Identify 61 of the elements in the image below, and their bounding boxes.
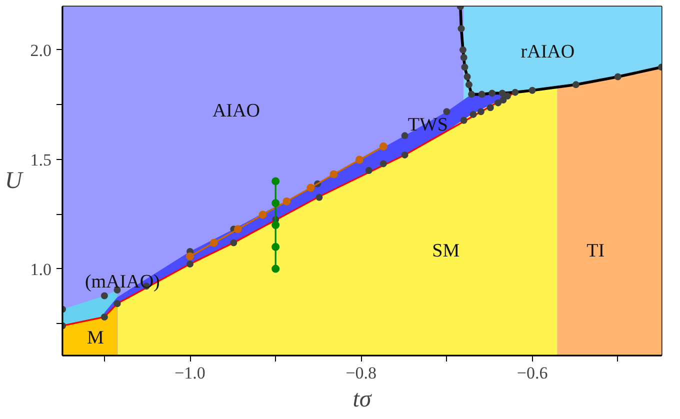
point [494,99,502,106]
annotation: TI [586,240,605,262]
y-axis-title: U [4,168,24,194]
point [572,81,580,88]
point [460,116,468,124]
point [258,210,267,219]
x-tick-label: −1.0 [174,364,206,382]
x-axis-title: tσ [352,386,372,412]
point [272,199,280,208]
point [458,25,465,32]
point [234,225,242,234]
point [528,86,536,94]
point [401,151,408,158]
x-tick-label: −0.8 [346,364,377,382]
point [316,194,323,201]
point [459,46,466,54]
point [272,242,280,251]
point [114,300,121,308]
point [460,54,468,62]
point [470,110,477,118]
point [380,160,387,168]
y-tick-label: 1.5 [30,150,52,170]
point [230,239,238,246]
point [100,313,108,320]
point [355,156,364,164]
point [330,170,338,178]
point [379,142,388,150]
x-tick-label: −0.6 [516,364,548,382]
y-tick-label: 1.0 [30,260,52,279]
y-tick-label: 2.0 [30,40,52,60]
annotation: AIAO [212,100,260,122]
point [498,90,506,97]
annotation: rAIAO [520,41,575,62]
point [186,260,194,268]
point [614,73,622,80]
point [500,96,507,104]
point [512,88,519,96]
annotation: TWS [408,114,448,136]
point [272,221,280,229]
point [488,90,496,97]
point [461,64,468,71]
annotation: M [87,328,104,349]
point [464,73,471,80]
point [272,264,280,273]
point [504,92,511,100]
annotation: SM [432,240,460,262]
point [282,197,291,206]
point [210,238,218,247]
point [478,90,486,98]
point [486,104,494,112]
point [477,108,484,116]
point [468,90,476,98]
point [401,132,408,140]
annotation: (mAIAO) [84,272,160,293]
point [100,292,108,300]
point [306,184,315,192]
point [186,252,194,260]
point [465,81,472,88]
point [272,177,280,186]
point [365,166,372,174]
point [443,108,450,116]
